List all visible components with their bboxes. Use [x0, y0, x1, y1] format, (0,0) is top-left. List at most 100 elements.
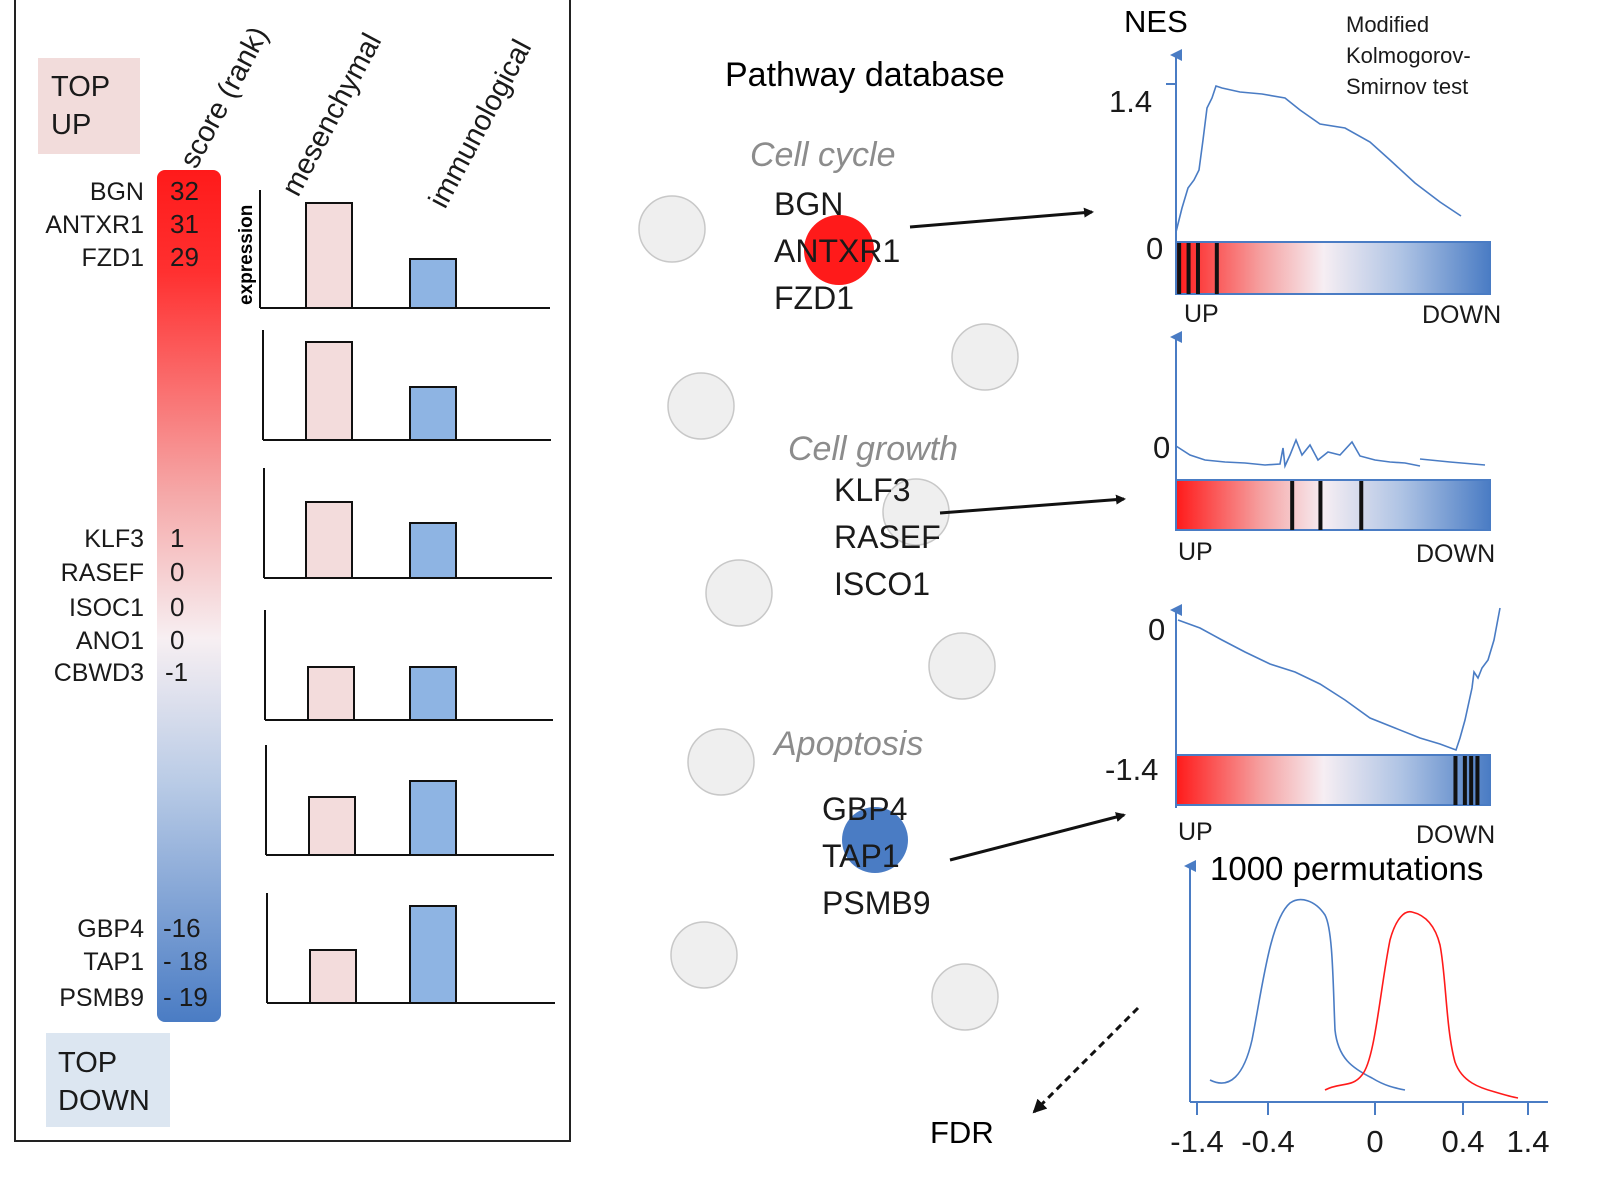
pathway-gene: FZD1 — [774, 280, 854, 316]
y-tick-label-top: 1.4 — [1109, 84, 1152, 119]
y-tick-label-bottom: -1.4 — [1105, 752, 1158, 787]
arrow-cell-cycle — [909, 207, 1094, 229]
gene-name: GBP4 — [77, 915, 144, 943]
top-up-box: TOP UP — [38, 58, 140, 154]
pathway-database-title: Pathway database — [725, 56, 1005, 94]
pathway-title-cell-growth: Cell growth — [788, 430, 958, 468]
enrichment-plot-cell-growth: 0 UP DOWN — [1153, 331, 1495, 568]
left-panel: TOP UP TOP DOWN score (rank) mesenchymal… — [14, 0, 571, 1142]
permutation-null-distribution — [1209, 898, 1406, 1091]
top-up-line2: UP — [51, 109, 91, 141]
down-label: DOWN — [1416, 540, 1495, 568]
enrichment-plot-cell-cycle: 1.4 0 UP DOWN — [1109, 49, 1501, 329]
gene-score: 29 — [170, 242, 199, 272]
top-down-box: TOP DOWN — [46, 1033, 170, 1127]
immunological-bar — [409, 905, 457, 1004]
gene-name: ANO1 — [76, 627, 144, 655]
test-note-line3: Smirnov test — [1346, 74, 1468, 99]
pathway-gene: ANTXR1 — [774, 233, 900, 269]
down-label: DOWN — [1416, 821, 1495, 849]
arrow-cell-growth — [939, 494, 1126, 515]
gene-score: 0 — [170, 557, 184, 587]
permutations-title: 1000 permutations — [1210, 850, 1483, 887]
gene-hit-markers — [1290, 481, 1364, 530]
expression-chart — [262, 330, 551, 441]
up-highlight-node — [804, 215, 874, 285]
pathway-gene: TAP1 — [822, 838, 900, 874]
immunological-header: immunological — [423, 35, 538, 214]
gene-name: TAP1 — [83, 948, 144, 976]
running-enrichment-curve-tail — [1419, 458, 1486, 466]
pathway-gene: KLF3 — [834, 472, 910, 508]
gene-score: 32 — [170, 176, 199, 206]
top-down-line2: DOWN — [58, 1085, 150, 1117]
running-enrichment-curve — [1175, 437, 1421, 469]
mesenchymal-header: mesenchymal — [276, 28, 388, 201]
score-gradient-bar — [157, 170, 221, 1022]
pathway-title-apoptosis: Apoptosis — [772, 725, 923, 763]
network-node — [670, 921, 738, 989]
running-enrichment-curve — [1177, 607, 1501, 752]
gene-score: -16 — [163, 913, 201, 943]
gene-name: CBWD3 — [54, 659, 144, 687]
pathway-gene: ISCO1 — [834, 566, 930, 602]
fdr-label: FDR — [930, 1115, 994, 1150]
mesenchymal-bar — [308, 796, 356, 856]
top-up-line1: TOP — [51, 71, 110, 103]
gene-list: BGN 32 ANTXR1 31 FZD1 29 KLF3 1 RASEF 0 ISOC1 0 ANO1… — [45, 176, 207, 1012]
x-tick-label: 0.4 — [1441, 1124, 1484, 1159]
gene-name: ISOC1 — [69, 594, 144, 622]
expression-chart — [266, 893, 555, 1004]
x-tick-label: 0 — [1366, 1124, 1383, 1159]
gene-name: KLF3 — [84, 525, 144, 553]
expression-chart — [264, 610, 553, 721]
expression-chart — [259, 190, 550, 309]
nes-label: NES — [1124, 4, 1188, 39]
up-label: UP — [1178, 538, 1213, 566]
rank-gradient-bar — [1175, 241, 1491, 295]
x-ticks: -1.4 -0.4 0 0.4 1.4 — [1170, 1102, 1550, 1159]
rank-gradient-bar — [1175, 479, 1491, 531]
expression-label: expression — [236, 205, 257, 305]
expression-charts — [259, 190, 555, 1004]
up-label: UP — [1178, 818, 1213, 846]
gene-name: FZD1 — [82, 244, 145, 272]
network-node — [705, 559, 773, 627]
x-tick-label: 1.4 — [1506, 1124, 1549, 1159]
gene-score: 0 — [170, 592, 184, 622]
right-panel: NES Modified Kolmogorov- Smirnov test 1.… — [1105, 4, 1550, 1159]
test-note-line2: Kolmogorov- — [1346, 43, 1471, 68]
up-label: UP — [1184, 300, 1219, 328]
immunological-bar — [409, 258, 457, 309]
y-tick-label-zero: 0 — [1153, 430, 1170, 465]
mesenchymal-bar — [305, 501, 353, 579]
left-panel-frame — [14, 0, 571, 1142]
gene-name: RASEF — [61, 559, 144, 587]
expression-chart — [263, 468, 552, 579]
gene-score: 31 — [170, 209, 199, 239]
permutation-distribution-plot: 1000 permutations -1.4 -0.4 0 0.4 1.4 — [1170, 850, 1549, 1159]
middle-panel: Pathway database Cell cycle BGN ANTXR1 F… — [638, 56, 1140, 1150]
network-node — [638, 195, 706, 263]
expression-chart — [265, 745, 554, 856]
permutation-observed-distribution — [1324, 910, 1519, 1099]
y-tick-label-zero: 0 — [1148, 612, 1165, 647]
network-node — [687, 728, 755, 796]
enrichment-plot-apoptosis: 0 -1.4 UP DOWN — [1105, 604, 1501, 849]
gene-hit-markers — [1453, 756, 1480, 805]
network-node — [667, 372, 735, 440]
pathway-title-cell-cycle: Cell cycle — [750, 136, 895, 174]
gene-score: 0 — [170, 625, 184, 655]
mesenchymal-bar — [305, 202, 353, 309]
x-tick-label: -0.4 — [1241, 1124, 1294, 1159]
y-tick-label-zero: 0 — [1146, 231, 1163, 266]
mesenchymal-bar — [305, 341, 353, 441]
immunological-bar — [409, 386, 457, 441]
down-label: DOWN — [1422, 301, 1501, 329]
gene-score: -1 — [165, 657, 188, 687]
pathway-gene: BGN — [774, 186, 843, 222]
rank-gradient-bar — [1175, 754, 1491, 806]
mesenchymal-bar — [309, 949, 357, 1004]
network-nodes — [638, 195, 1019, 1031]
